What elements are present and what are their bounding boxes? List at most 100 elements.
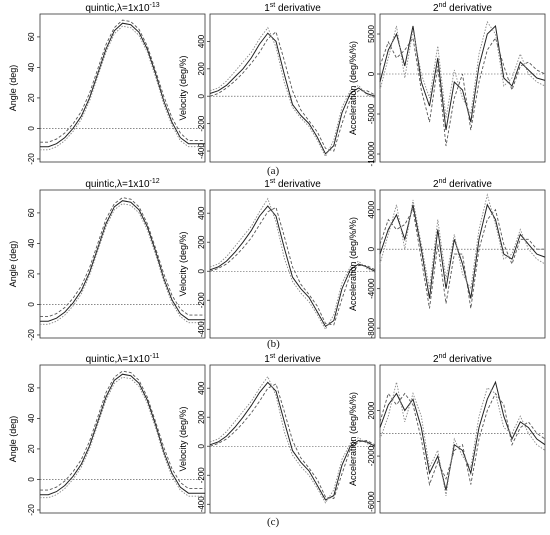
- y-tick-label: 400: [197, 34, 206, 48]
- series-line-2: [209, 206, 376, 326]
- row-label-a: (a): [267, 165, 280, 177]
- series-line-3: [209, 26, 376, 158]
- y-tick-label: -10000: [367, 141, 376, 166]
- y-tick-label: -20: [27, 153, 36, 165]
- y-tick-label: 0: [197, 268, 206, 273]
- y-tick-label: 2000: [367, 401, 376, 419]
- chart-title: quintic,λ=1x10-13: [85, 2, 159, 14]
- y-tick-label: 0: [367, 71, 376, 76]
- y-tick-label: -20: [27, 504, 36, 516]
- y-tick-label: -2000: [367, 445, 376, 466]
- series-line-3: [379, 193, 546, 291]
- series-line-3: [209, 375, 376, 504]
- y-tick-label: 20: [27, 269, 36, 278]
- panel-a-acceleration: 2nd derivative Acceleration (deg/%/%) -100…: [348, 2, 546, 166]
- series-line-1: [40, 200, 205, 322]
- series-line-1: [40, 373, 205, 496]
- series-line-1: [379, 380, 546, 491]
- row-label-b: (b): [267, 338, 280, 350]
- plot-frame: [379, 13, 546, 163]
- y-axis-label: Angle (deg): [8, 416, 18, 463]
- y-axis-label: Velocity (deg/%): [178, 231, 188, 296]
- series-line-2: [40, 197, 205, 318]
- y-tick-label: -200: [197, 292, 206, 309]
- y-tick-label: -400: [197, 496, 206, 513]
- y-axis-label: Velocity (deg/%): [178, 55, 188, 120]
- y-tick-label: 200: [197, 235, 206, 249]
- plot-frame: [209, 364, 376, 514]
- plot-frame: [39, 189, 206, 339]
- chart-title: 2nd derivative: [433, 353, 492, 365]
- y-tick-label: -400: [197, 321, 206, 338]
- series-line-3: [209, 197, 376, 331]
- y-tick-label: -200: [197, 115, 206, 132]
- series-line-3: [379, 20, 546, 119]
- y-tick-label: 400: [197, 206, 206, 220]
- y-axis-label: Angle (deg): [8, 65, 18, 112]
- y-tick-label: 200: [197, 62, 206, 76]
- y-tick-label: -6000: [367, 491, 376, 512]
- y-axis-label: Acceleration (deg/%/%): [348, 217, 358, 311]
- y-tick-label: -8000: [367, 317, 376, 338]
- y-tick-label: -20: [27, 329, 36, 341]
- series-line-1: [209, 205, 376, 328]
- y-tick-label: -400: [197, 142, 206, 159]
- plot-frame: [209, 189, 376, 339]
- series-line-1: [40, 22, 205, 148]
- y-tick-label: 400: [197, 381, 206, 395]
- y-tick-label: 60: [27, 32, 36, 41]
- y-tick-label: 0: [197, 443, 206, 448]
- y-tick-label: 40: [27, 62, 36, 71]
- series-line-3: [40, 203, 205, 325]
- series-line-1: [379, 203, 546, 299]
- series-line-2: [40, 19, 205, 143]
- y-tick-label: 60: [27, 208, 36, 217]
- series-line-3: [379, 381, 546, 496]
- y-tick-label: 40: [27, 238, 36, 247]
- y-tick-label: 5000: [367, 25, 376, 43]
- chart-title: 1st derivative: [264, 178, 321, 190]
- plot-frame: [379, 364, 546, 514]
- y-tick-label: -5000: [367, 103, 376, 124]
- plot-frame: [39, 13, 206, 163]
- chart-title: quintic,λ=1x10-11: [86, 353, 160, 365]
- series-line-3: [40, 25, 205, 151]
- chart-title: quintic,λ=1x10-12: [85, 178, 159, 190]
- y-tick-label: 0: [367, 246, 376, 251]
- chart-title: 1st derivative: [264, 353, 321, 365]
- series-line-2: [379, 392, 546, 487]
- series-line-1: [379, 24, 546, 131]
- y-tick-label: 0: [27, 126, 36, 131]
- y-tick-label: 0: [27, 302, 36, 307]
- series-line-2: [209, 383, 376, 500]
- y-axis-label: Acceleration (deg/%/%): [348, 392, 358, 486]
- y-tick-label: 40: [27, 413, 36, 422]
- series-line-2: [209, 31, 376, 152]
- plot-frame: [209, 13, 376, 163]
- chart-title: 2nd derivative: [433, 2, 492, 14]
- y-tick-label: -200: [197, 467, 206, 484]
- chart-title: 1st derivative: [264, 2, 321, 14]
- panel-c-acceleration: 2nd derivative Acceleration (deg/%/%) -600…: [348, 353, 546, 514]
- series-line-1: [209, 381, 376, 501]
- y-tick-label: 20: [27, 444, 36, 453]
- y-tick-label: -4000: [367, 278, 376, 299]
- series-line-2: [379, 36, 546, 147]
- y-tick-label: 20: [27, 93, 36, 102]
- y-tick-label: 200: [197, 410, 206, 424]
- y-tick-label: 60: [27, 383, 36, 392]
- y-axis-label: Angle (deg): [8, 241, 18, 288]
- series-line-2: [40, 370, 205, 491]
- y-axis-label: Velocity (deg/%): [178, 406, 188, 471]
- panel-a-velocity: 1st derivative Velocity (deg/%) -400 -200 0 2…: [178, 2, 376, 163]
- y-axis-label: Acceleration (deg/%/%): [348, 41, 358, 135]
- row-label-c: (c): [267, 516, 280, 528]
- panel-b-velocity: 1st derivative Velocity (deg/%) -400 -200 0 2…: [178, 178, 376, 339]
- y-tick-label: 0: [197, 93, 206, 98]
- series-line-3: [40, 376, 205, 499]
